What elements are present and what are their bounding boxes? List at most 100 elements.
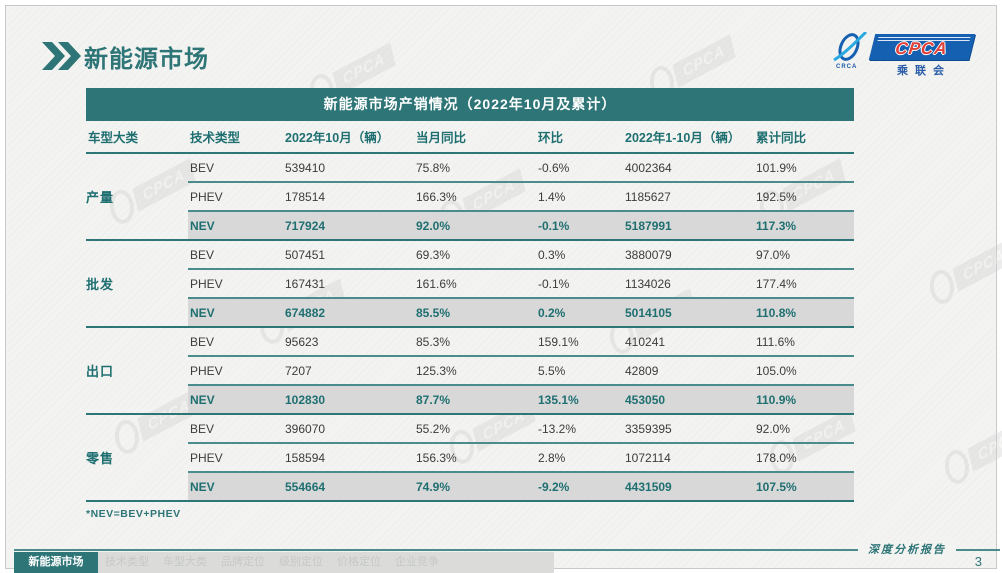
- cell: 92.0%: [416, 218, 451, 233]
- cell: 159.1%: [538, 334, 579, 349]
- cell: 135.1%: [538, 392, 579, 407]
- cell: 74.9%: [416, 479, 451, 494]
- slide: CPCA CPCA CPCA CPCA CPCA CPCA CPCA CPCA …: [5, 5, 1002, 573]
- cell: 507451: [285, 247, 326, 262]
- cell: 117.3%: [756, 218, 797, 233]
- tab-segment-positioning[interactable]: 级别定位: [279, 556, 323, 568]
- cell: -0.6%: [538, 160, 570, 175]
- cell: -0.1%: [538, 218, 570, 233]
- cell: 192.5%: [756, 189, 797, 204]
- page-title: 新能源市场: [84, 46, 209, 73]
- cell: 110.8%: [756, 305, 797, 320]
- cell: 7207: [285, 363, 312, 378]
- cell: 2.8%: [538, 450, 566, 465]
- tech-type-cell: PHEV: [190, 363, 223, 378]
- cell: 396070: [285, 421, 326, 436]
- table-row: BEV 539410 75.8% -0.6% 4002364 101.9%: [188, 154, 854, 181]
- logo-block: CPCA: [868, 34, 976, 60]
- tech-type-cell: BEV: [190, 334, 215, 349]
- col-header-tech-type: 技术类型: [190, 131, 241, 145]
- cpca-swoosh-icon: [833, 32, 868, 62]
- cell: 4002364: [625, 160, 672, 175]
- cell: 1185627: [625, 189, 671, 204]
- footer-divider: [14, 549, 1000, 551]
- cell: -0.1%: [538, 276, 570, 291]
- group-label: 产量: [86, 190, 115, 205]
- tab-enterprise-competition[interactable]: 企业竞争: [395, 556, 439, 568]
- cell: 167431: [285, 276, 326, 291]
- col-header-cumulative-volume: 2022年1-10月（辆）: [625, 131, 741, 145]
- tab-brand-positioning[interactable]: 品牌定位: [221, 556, 265, 568]
- cell: 85.5%: [416, 305, 451, 320]
- cell: 3359395: [625, 421, 672, 436]
- tab-price-positioning[interactable]: 价格定位: [337, 556, 381, 568]
- cell: 5187991: [625, 218, 672, 233]
- table-group-production: 产量 BEV 539410 75.8% -0.6% 4002364 101.9% PHEV…: [86, 154, 854, 241]
- cell: 101.9%: [756, 160, 797, 175]
- table-row-nev: NEV 674882 85.5% 0.2% 5014105 110.8%: [188, 297, 854, 326]
- page-number: 3: [974, 554, 982, 569]
- cell: 717924: [285, 218, 326, 233]
- cell: 3880079: [625, 247, 672, 262]
- cell: -9.2%: [538, 479, 570, 494]
- cell: 1134026: [625, 276, 671, 291]
- table-row: BEV 396070 55.2% -13.2% 3359395 92.0%: [188, 415, 854, 442]
- cell: 5014105: [625, 305, 672, 320]
- cell: 5.5%: [538, 363, 566, 378]
- tab-tech-type[interactable]: 技术类型: [105, 556, 149, 568]
- cell: 107.5%: [756, 479, 797, 494]
- cell: 75.8%: [416, 160, 451, 175]
- col-header-cumulative-yoy: 累计同比: [756, 131, 807, 145]
- table-row: BEV 95623 85.3% 159.1% 410241 111.6%: [188, 328, 854, 355]
- cell: 125.3%: [416, 363, 457, 378]
- logo-chinese-name: 乘联会: [897, 65, 951, 77]
- cell: 158594: [285, 450, 326, 465]
- logo-crca-text: CRCA: [836, 64, 858, 70]
- cell: 111.6%: [756, 334, 795, 349]
- tech-type-cell: NEV: [190, 218, 215, 233]
- table-group-export: 出口 BEV 95623 85.3% 159.1% 410241 111.6% PHEV 7…: [86, 328, 854, 415]
- section-tabbar: 新能源市场 技术类型 车型大类 品牌定位 级别定位 价格定位 企业竞争: [14, 552, 554, 573]
- cell: 453050: [625, 392, 666, 407]
- table-group-wholesale: 批发 BEV 507451 69.3% 0.3% 3880079 97.0% PHEV 16…: [86, 241, 854, 328]
- tech-type-cell: NEV: [190, 392, 215, 407]
- col-header-mom: 环比: [538, 131, 564, 145]
- tech-type-cell: PHEV: [190, 450, 223, 465]
- cell: 4431509: [625, 479, 672, 494]
- cpca-watermark: CPCA: [923, 235, 1002, 308]
- cell: 161.6%: [416, 276, 457, 291]
- cell: -13.2%: [538, 421, 577, 436]
- tech-type-cell: PHEV: [190, 276, 223, 291]
- cell: 92.0%: [756, 421, 791, 436]
- table-row-nev: NEV 717924 92.0% -0.1% 5187991 117.3%: [188, 210, 854, 239]
- tech-type-cell: BEV: [190, 160, 215, 175]
- double-chevron-icon: [42, 42, 81, 70]
- table-row-nev: NEV 102830 87.7% 135.1% 453050 110.9%: [188, 384, 854, 413]
- table-row: BEV 507451 69.3% 0.3% 3880079 97.0%: [188, 241, 854, 268]
- cell: 554664: [285, 479, 326, 494]
- table-header-row: 车型大类 技术类型 2022年10月（辆） 当月同比 环比 2022年1-10月…: [86, 121, 854, 154]
- table-row: PHEV 167431 161.6% -0.1% 1134026 177.4%: [188, 268, 854, 297]
- cell: 0.2%: [538, 305, 566, 320]
- logo-cpca-text: CPCA: [894, 39, 950, 58]
- cell: 539410: [285, 160, 326, 175]
- table-row: PHEV 7207 125.3% 5.5% 42809 105.0%: [188, 355, 854, 384]
- table-group-retail: 零售 BEV 396070 55.2% -13.2% 3359395 92.0% PHEV…: [86, 415, 854, 502]
- table-row-nev: NEV 554664 74.9% -9.2% 4431509 107.5%: [188, 471, 854, 500]
- cpca-watermark: CPCA: [938, 415, 1002, 488]
- cell: 410241: [625, 334, 666, 349]
- cell: 87.7%: [416, 392, 451, 407]
- cell: 1.4%: [538, 189, 566, 204]
- col-header-oct-volume: 2022年10月（辆）: [285, 131, 390, 145]
- cell: 177.4%: [756, 276, 797, 291]
- tab-vehicle-category[interactable]: 车型大类: [163, 556, 207, 568]
- cell: 85.3%: [416, 334, 451, 349]
- tab-nev-market[interactable]: 新能源市场: [14, 552, 98, 573]
- sales-table: 新能源市场产销情况（2022年10月及累计） 车型大类 技术类型 2022年10…: [86, 88, 854, 520]
- table-row: PHEV 158594 156.3% 2.8% 1072114 178.0%: [188, 442, 854, 471]
- cell: 42809: [625, 363, 659, 378]
- tech-type-cell: NEV: [190, 479, 215, 494]
- tech-type-cell: BEV: [190, 247, 215, 262]
- cell: 166.3%: [416, 189, 457, 204]
- cpca-logo: CRCA CPCA 乘联会: [830, 30, 980, 77]
